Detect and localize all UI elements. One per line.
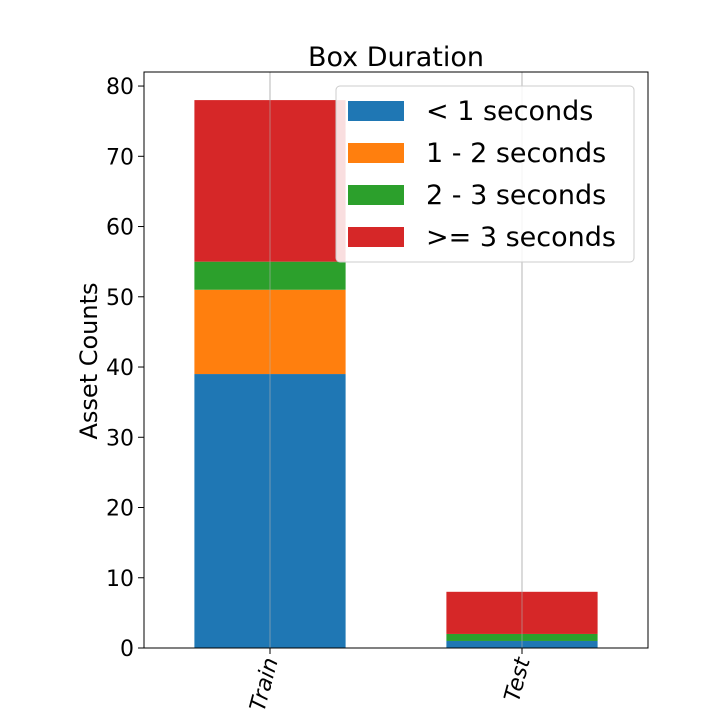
y-tick-label: 60 [106,216,134,241]
x-tick-label-test: Test [500,654,536,705]
y-tick-label: 30 [106,426,134,451]
legend-label-0: < 1 seconds [426,96,593,127]
legend-swatch-0 [348,101,404,121]
legend-label-1: 1 - 2 seconds [426,138,606,169]
y-axis-label: Asset Counts [75,282,103,439]
y-tick-label: 10 [106,567,134,592]
legend-label-3: >= 3 seconds [426,222,616,253]
legend: < 1 seconds 1 - 2 seconds 2 - 3 seconds >= … [335,85,635,263]
legend-swatch-3 [348,227,404,247]
chart-title: Box Duration [308,42,484,73]
y-tick-label: 0 [120,637,134,662]
y-tick-label: 80 [106,75,134,100]
legend-swatch-1 [348,143,404,163]
y-tick-label: 70 [106,145,134,170]
x-tick-label-train: Train [246,655,284,714]
y-tick-label: 20 [106,497,134,522]
y-tick-label: 50 [106,286,134,311]
x-axis: Train Test [246,648,536,714]
y-tick-label: 40 [106,356,134,381]
legend-label-2: 2 - 3 seconds [426,180,606,211]
legend-swatch-2 [348,185,404,205]
legend-frame [335,85,635,263]
plot-frame [143,71,649,649]
y-axis: 0 10 20 30 40 50 60 70 80 [106,75,144,662]
